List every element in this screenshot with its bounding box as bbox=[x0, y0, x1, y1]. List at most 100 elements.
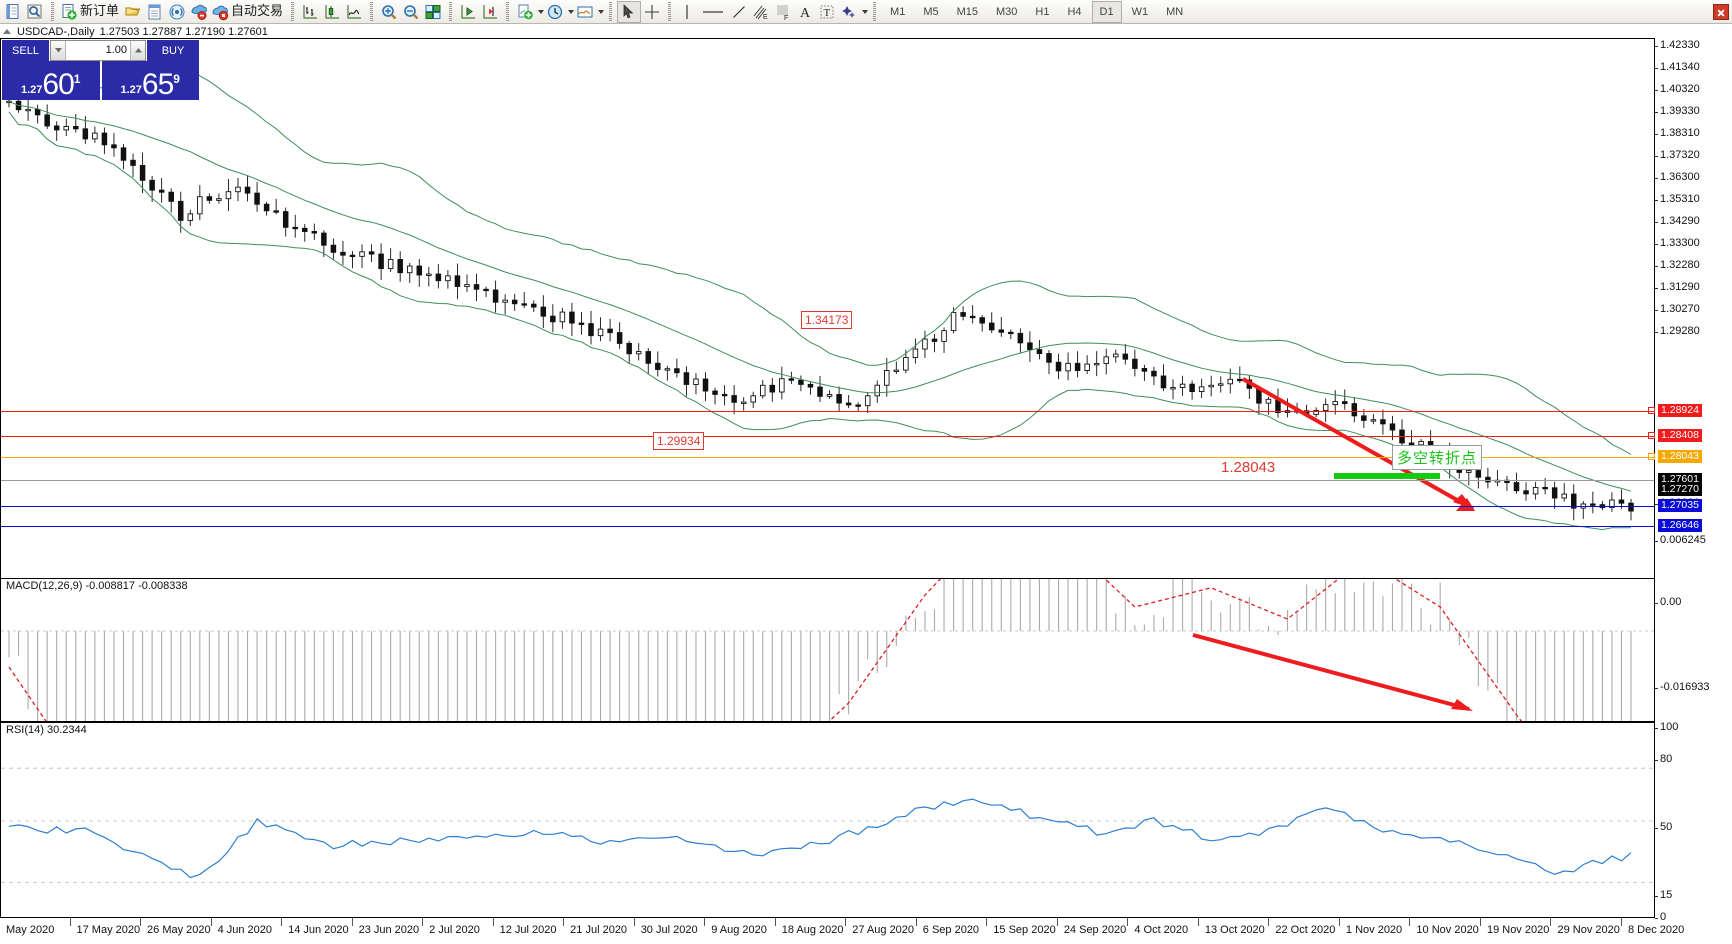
level-line-128924[interactable] bbox=[1, 411, 1654, 412]
date-axis-label: 24 Sep 2020 bbox=[1056, 918, 1126, 936]
shapes-icon[interactable] bbox=[838, 1, 860, 23]
close-icon[interactable] bbox=[1713, 3, 1729, 20]
timeframe-d1[interactable]: D1 bbox=[1091, 0, 1122, 23]
chinese-annotation-note[interactable]: 多空转折点 bbox=[1392, 445, 1483, 470]
date-axis-label: 10 Nov 2020 bbox=[1409, 918, 1479, 936]
navigator-icon[interactable] bbox=[144, 1, 166, 23]
crosshair-icon[interactable] bbox=[641, 1, 663, 23]
date-axis-label: 22 Oct 2020 bbox=[1268, 918, 1335, 936]
candlestick-chart-icon[interactable] bbox=[321, 1, 343, 23]
toolbar-separator bbox=[447, 2, 454, 21]
equidistant-channel-icon[interactable]: E bbox=[750, 1, 772, 23]
svg-text:A: A bbox=[800, 6, 811, 21]
level-line-128408[interactable] bbox=[1, 436, 1654, 437]
timeframe-m5[interactable]: M5 bbox=[923, 5, 939, 18]
price-chart-pane[interactable]: 1.34173 1.29934 1.28043 多空转折点 bbox=[0, 38, 1655, 578]
price-tag-high[interactable]: 1.34173 bbox=[801, 311, 853, 329]
one-click-trading-panel[interactable]: SELL 1.00 BUY 1.27 60 1 1.27 65 9 bbox=[2, 40, 199, 100]
zoom-in-icon[interactable] bbox=[378, 1, 400, 23]
level-line-128043[interactable] bbox=[1, 457, 1654, 458]
line-chart-icon[interactable] bbox=[343, 1, 365, 23]
date-axis-label: 4 Jun 2020 bbox=[210, 918, 272, 936]
autotrading-button[interactable]: 自动交易 bbox=[210, 1, 286, 23]
new-order-button[interactable]: 新订单 bbox=[59, 1, 122, 23]
text-label-icon[interactable]: T bbox=[816, 1, 838, 23]
timeframe-w1[interactable]: W1 bbox=[1131, 5, 1149, 18]
volume-decrement-icon[interactable] bbox=[51, 41, 66, 60]
support-zone-marker[interactable] bbox=[1334, 473, 1440, 479]
chart-ohlc-values: 1.27503 1.27887 1.27190 1.27601 bbox=[99, 25, 268, 38]
sell-price-main: 60 bbox=[42, 68, 74, 100]
timeframe-mn[interactable]: MN bbox=[1166, 5, 1184, 18]
date-axis-label: 30 Jul 2020 bbox=[633, 918, 698, 936]
fibonacci-icon[interactable]: F bbox=[772, 1, 794, 23]
vertical-line-icon[interactable] bbox=[676, 1, 698, 23]
volume-increment-icon[interactable] bbox=[130, 41, 145, 60]
date-axis-label: May 2020 bbox=[6, 924, 55, 936]
buy-button[interactable]: BUY bbox=[147, 40, 199, 61]
level-line-127601[interactable] bbox=[1, 480, 1654, 481]
date-axis-label: 2 Jul 2020 bbox=[422, 918, 480, 936]
timeframe-m1[interactable]: M1 bbox=[890, 5, 906, 18]
autotrading-icon bbox=[211, 3, 229, 21]
sell-button[interactable]: SELL bbox=[2, 40, 49, 61]
timeframe-h1[interactable]: H1 bbox=[1035, 5, 1050, 18]
level-line-126646[interactable] bbox=[1, 526, 1654, 527]
price-level-badge[interactable]: 1.27035 bbox=[1658, 499, 1702, 512]
trendline-icon[interactable] bbox=[728, 1, 750, 23]
date-axis-label: 18 Aug 2020 bbox=[774, 918, 844, 936]
period-dropdown-caret[interactable] bbox=[568, 9, 575, 14]
indicators-dropdown-caret[interactable] bbox=[538, 9, 545, 14]
templates-icon[interactable] bbox=[574, 1, 596, 23]
signals-icon[interactable] bbox=[166, 1, 188, 23]
price-level-badge[interactable]: 1.27270 bbox=[1658, 483, 1702, 496]
price-level-badge[interactable]: 1.27601 bbox=[1658, 473, 1702, 486]
price-level-badge[interactable]: 1.28924 bbox=[1658, 404, 1702, 417]
shapes-dropdown-caret[interactable] bbox=[862, 9, 869, 14]
level-handle[interactable] bbox=[1648, 407, 1655, 414]
date-axis[interactable]: May 2020 17 May 2020 26 May 2020 4 Jun 2020… bbox=[0, 918, 1684, 944]
timeframe-h4[interactable]: H4 bbox=[1067, 5, 1082, 18]
auto-scroll-icon[interactable] bbox=[479, 1, 501, 23]
collapse-triangle-icon[interactable] bbox=[3, 29, 11, 34]
indicators-add-icon[interactable] bbox=[514, 1, 536, 23]
horizontal-line-icon[interactable] bbox=[698, 1, 728, 23]
date-axis-label: 4 Oct 2020 bbox=[1127, 918, 1188, 936]
timeframe-m15[interactable]: M15 bbox=[956, 5, 978, 18]
price-tag-low[interactable]: 1.29934 bbox=[653, 432, 705, 450]
templates-dropdown-caret[interactable] bbox=[598, 9, 605, 14]
chart-shift-icon[interactable] bbox=[457, 1, 479, 23]
date-axis-label: 29 Nov 2020 bbox=[1550, 918, 1620, 936]
price-level-badge[interactable]: 1.28408 bbox=[1658, 429, 1702, 442]
cursor-icon[interactable] bbox=[617, 0, 642, 23]
price-level-badge[interactable]: 1.26646 bbox=[1658, 519, 1702, 532]
rsi-pane[interactable]: RSI(14) 30.2344 bbox=[0, 722, 1655, 918]
volume-value[interactable]: 1.00 bbox=[105, 44, 127, 56]
buy-price-display[interactable]: 1.27 65 9 bbox=[101, 61, 199, 100]
toolbar-separator bbox=[368, 2, 375, 21]
macd-pane[interactable]: MACD(12,26,9) -0.008817 -0.008338 bbox=[0, 578, 1655, 722]
price-level-badge[interactable]: 1.28043 bbox=[1658, 450, 1702, 463]
toolbar-separator bbox=[871, 2, 878, 21]
volume-stepper[interactable]: 1.00 bbox=[50, 40, 146, 61]
timeframe-m30[interactable]: M30 bbox=[996, 5, 1018, 18]
document-icon[interactable] bbox=[2, 1, 24, 23]
level-line-127035[interactable] bbox=[1, 506, 1654, 507]
svg-text:T: T bbox=[824, 7, 831, 19]
price-scale-axis[interactable]: 1.42330 1.41340 1.40320 1.39330 1.38310 1.373… bbox=[1648, 38, 1732, 923]
zoom-out-icon[interactable] bbox=[400, 1, 422, 23]
tile-windows-icon[interactable] bbox=[422, 1, 444, 23]
price-tag-pivot[interactable]: 1.28043 bbox=[1221, 459, 1276, 476]
level-handle[interactable] bbox=[1648, 453, 1655, 460]
sell-price-display[interactable]: 1.27 60 1 bbox=[2, 61, 100, 100]
market-watch-icon[interactable] bbox=[24, 1, 46, 23]
period-clock-icon[interactable] bbox=[544, 1, 566, 23]
bar-chart-icon[interactable] bbox=[299, 1, 321, 23]
text-icon[interactable]: A bbox=[794, 1, 816, 23]
level-handle[interactable] bbox=[1648, 432, 1655, 439]
toolbar-separator bbox=[49, 2, 56, 21]
market-icon[interactable] bbox=[188, 1, 210, 23]
folder-icon[interactable] bbox=[122, 1, 144, 23]
macd-chart-svg bbox=[1, 579, 1654, 721]
